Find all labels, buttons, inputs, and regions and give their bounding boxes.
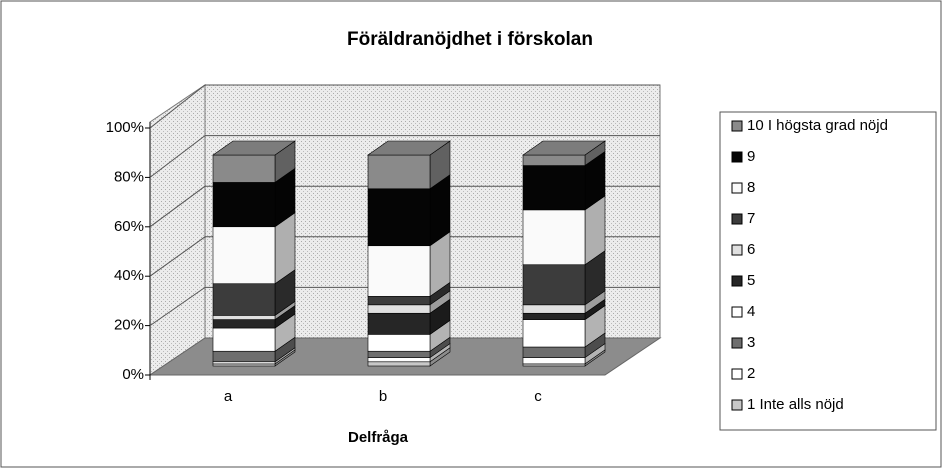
bar-segment xyxy=(367,154,431,190)
legend-label: 8 xyxy=(747,179,755,196)
legend-swatch xyxy=(731,306,743,318)
grid-line xyxy=(149,135,206,178)
legend-label: 4 xyxy=(747,303,755,320)
bar-segment xyxy=(522,312,586,320)
bar-segment xyxy=(367,361,431,367)
legend-label: 9 xyxy=(747,148,755,165)
legend-label: 3 xyxy=(747,334,755,351)
legend-label: 6 xyxy=(747,241,755,258)
bar-segment xyxy=(367,245,431,297)
legend-label: 7 xyxy=(747,210,755,227)
bar-segment xyxy=(367,312,431,335)
bar-segment xyxy=(522,264,586,306)
legend-label: 2 xyxy=(747,365,755,382)
legend-swatch xyxy=(731,244,743,256)
x-tick-label: c xyxy=(534,388,542,405)
bar-segment xyxy=(522,319,586,348)
y-tick-label: 100% xyxy=(106,119,144,136)
grid-line xyxy=(149,236,206,277)
side-wall xyxy=(149,84,206,376)
bar-segment xyxy=(212,327,276,352)
grid-line xyxy=(149,185,206,228)
legend-swatch xyxy=(731,120,743,132)
bar-segment xyxy=(522,363,586,367)
bar-segment xyxy=(212,182,276,228)
legend-label: 5 xyxy=(747,272,755,289)
x-axis-title: Delfråga xyxy=(348,429,409,446)
bar-top xyxy=(367,140,451,156)
bar-segment xyxy=(212,226,276,285)
bar-segment xyxy=(367,334,431,352)
y-tick-label: 80% xyxy=(114,168,144,185)
bar-top xyxy=(212,140,296,156)
y-tick-label: 20% xyxy=(114,317,144,334)
legend-swatch xyxy=(731,182,743,194)
grid-line xyxy=(149,84,206,129)
legend-swatch xyxy=(731,399,743,411)
legend-label: 10 I högsta grad nöjd xyxy=(747,117,888,134)
bar-segment xyxy=(522,357,586,365)
legend-swatch xyxy=(731,275,743,287)
legend-swatch xyxy=(731,337,743,349)
x-tick-label: b xyxy=(379,388,387,405)
bar-segment xyxy=(367,350,431,358)
bar-segment xyxy=(212,154,276,183)
bar-segment xyxy=(522,346,586,358)
bar-segment xyxy=(367,296,431,306)
legend-swatch xyxy=(731,368,743,380)
bar-segment xyxy=(522,154,586,166)
y-tick-label: 40% xyxy=(114,267,144,284)
bar-segment xyxy=(367,357,431,363)
y-tick-label: 0% xyxy=(122,366,144,383)
bar-segment xyxy=(522,209,586,266)
bar-segment xyxy=(212,363,276,367)
legend-label: 1 Inte alls nöjd xyxy=(747,396,844,413)
x-tick-label: a xyxy=(224,388,233,405)
bar-segment xyxy=(367,188,431,247)
y-tick-label: 60% xyxy=(114,218,144,235)
legend-swatch xyxy=(731,213,743,225)
bar-segment xyxy=(212,315,276,320)
bar-segment xyxy=(522,165,586,211)
bar-segment xyxy=(212,361,276,365)
bar-segment xyxy=(367,304,431,314)
bar-segment xyxy=(212,319,276,329)
legend xyxy=(719,111,937,431)
legend-swatch xyxy=(731,151,743,163)
chart-title: Föräldranöjdhet i förskolan xyxy=(347,29,593,50)
bar-segment xyxy=(212,283,276,316)
grid-line xyxy=(149,286,206,327)
bar-top xyxy=(522,140,606,156)
bar-segment xyxy=(212,350,276,363)
bar-segment xyxy=(522,304,586,314)
